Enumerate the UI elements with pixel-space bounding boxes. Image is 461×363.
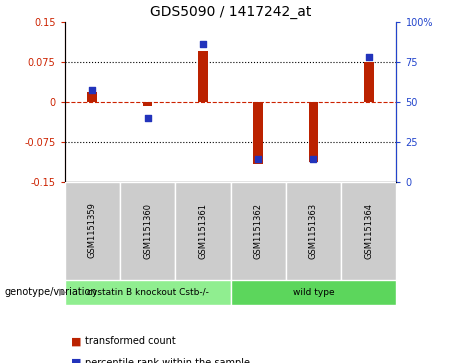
Text: transformed count: transformed count [85,336,176,346]
Bar [341,182,396,280]
Text: GSM1151361: GSM1151361 [198,203,207,258]
Point [365,54,372,60]
Text: ■: ■ [71,336,82,346]
Text: ■: ■ [71,358,82,363]
Bar [120,182,175,280]
Text: wild type: wild type [293,288,334,297]
Point [199,41,207,47]
Title: GDS5090 / 1417242_at: GDS5090 / 1417242_at [150,5,311,19]
Text: percentile rank within the sample: percentile rank within the sample [85,358,250,363]
Text: GSM1151360: GSM1151360 [143,203,152,258]
Bar [230,182,286,280]
Bar [175,182,230,280]
Bar [142,102,153,106]
Point [310,156,317,162]
Bar [230,280,396,305]
Bar [286,182,341,280]
Point [89,87,96,93]
Text: ▶: ▶ [59,287,66,297]
Text: GSM1151362: GSM1151362 [254,203,263,258]
Bar [87,92,97,102]
Text: GSM1151363: GSM1151363 [309,203,318,258]
Point [144,115,151,121]
Bar [65,182,120,280]
Bar [364,62,374,102]
Bar [308,102,319,162]
Bar [65,280,230,305]
Text: genotype/variation: genotype/variation [5,287,97,297]
Text: GSM1151359: GSM1151359 [88,203,97,258]
Point [254,156,262,162]
Text: GSM1151364: GSM1151364 [364,203,373,258]
Bar [253,102,263,164]
Text: cystatin B knockout Cstb-/-: cystatin B knockout Cstb-/- [87,288,208,297]
Bar [198,51,208,102]
